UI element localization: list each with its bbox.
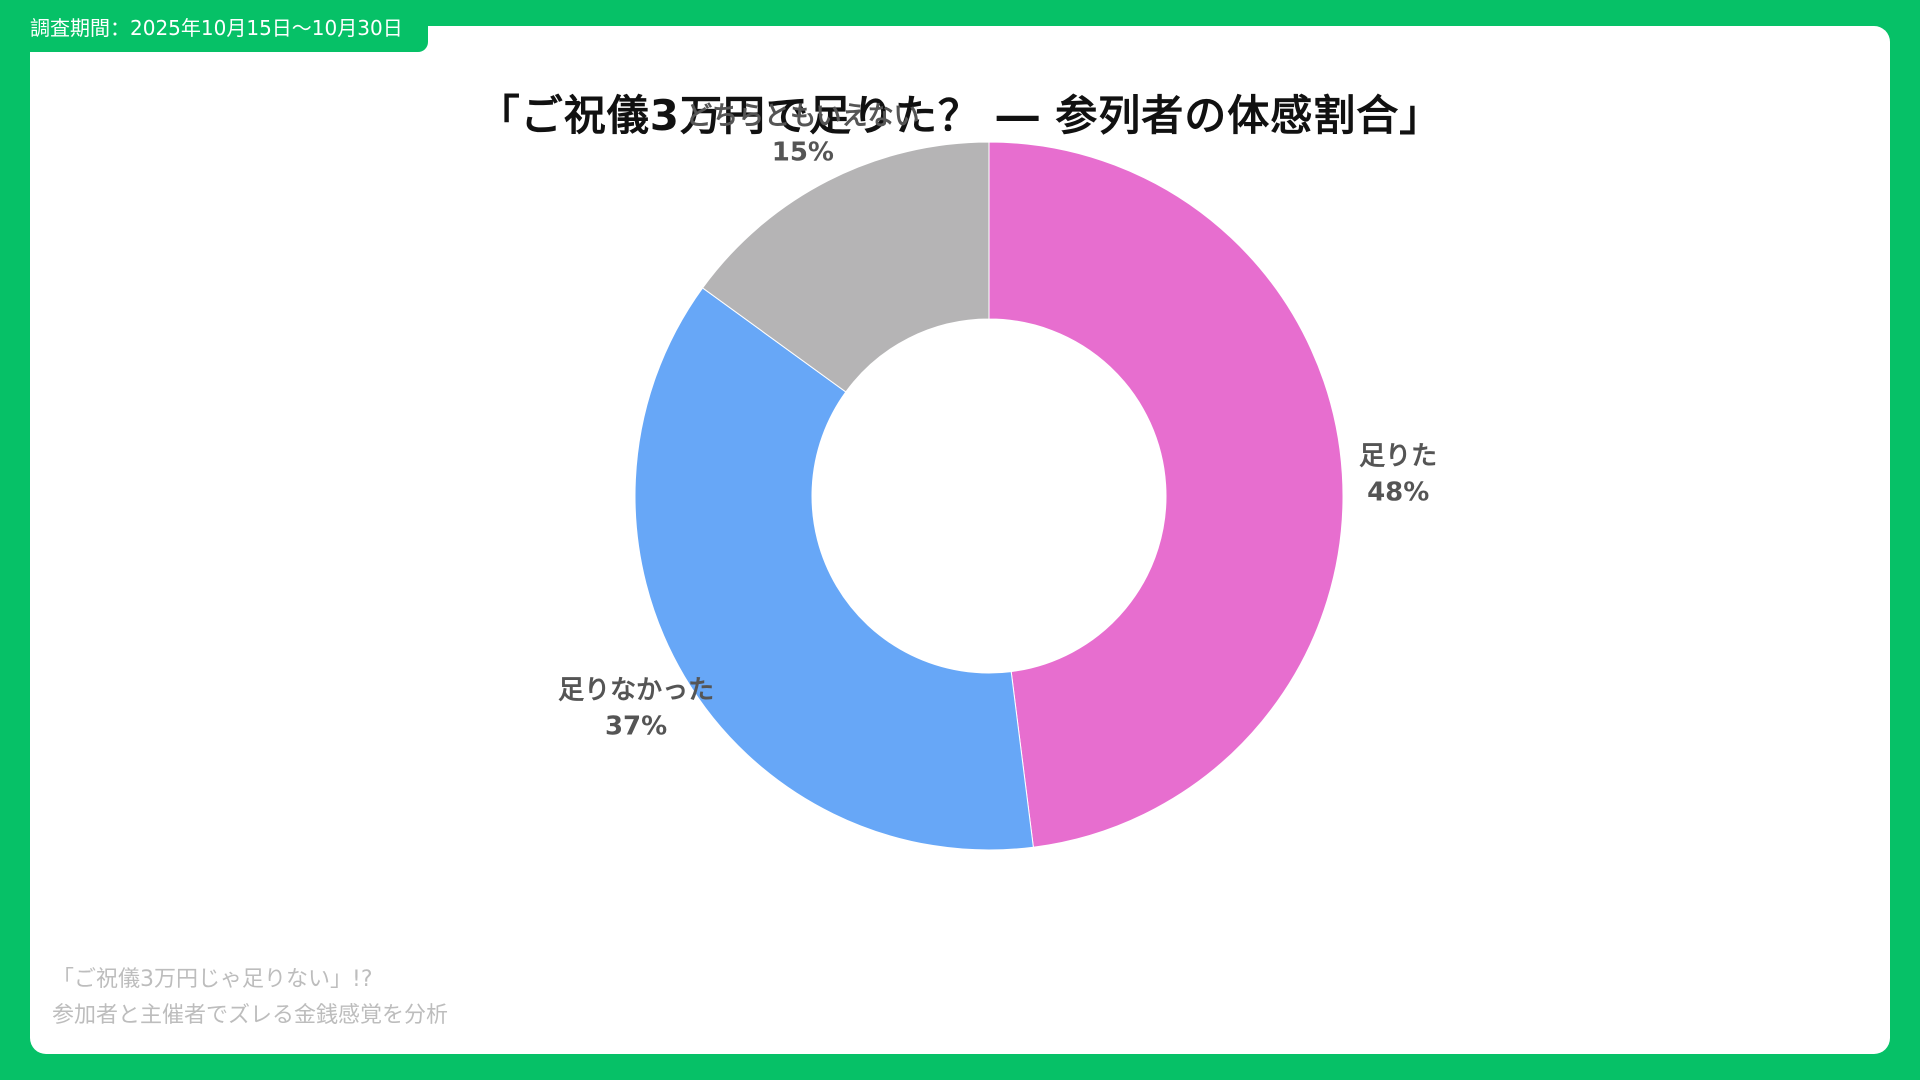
survey-period-label: 調査期間：2025年10月15日〜10月30日 [0,0,421,52]
slice-labels: 足りた 48% 足りなかった 37% どちらともいえない 15% [558,102,1437,742]
slice-label-1: 足りなかった [558,676,714,706]
slice-value-label-0: 48% [1367,477,1429,507]
donut-slice-0 [988,141,1344,848]
chart-title: 「ご祝儀3万円で足りた？ ― 参列者の体感割合」 [477,91,1443,140]
slice-value-label-2: 15% [772,138,834,168]
slice-label-2: どちらともいえない [686,102,919,132]
chart-card: 「ご祝儀3万円で足りた？ ― 参列者の体感割合」 足りた 48% 足りなかった 37%… [30,26,1890,1054]
donut-slice-2 [701,141,990,393]
slice-label-0: 足りた [1359,441,1437,471]
donut-slice-1 [634,287,1034,851]
footer-caption: 「ご祝儀3万円じゃ足りない」!? 参加者と主催者でズレる金銭感覚を分析 [52,962,448,1034]
footer-line-2: 参加者と主催者でズレる金銭感覚を分析 [52,1003,449,1028]
donut-slices [634,141,1344,851]
footer-line-1: 「ご祝儀3万円じゃ足りない」!? [52,967,373,992]
donut-chart: 足りた 48% 足りなかった 37% どちらともいえない 15% [558,102,1437,851]
slice-value-label-1: 37% [605,712,667,742]
